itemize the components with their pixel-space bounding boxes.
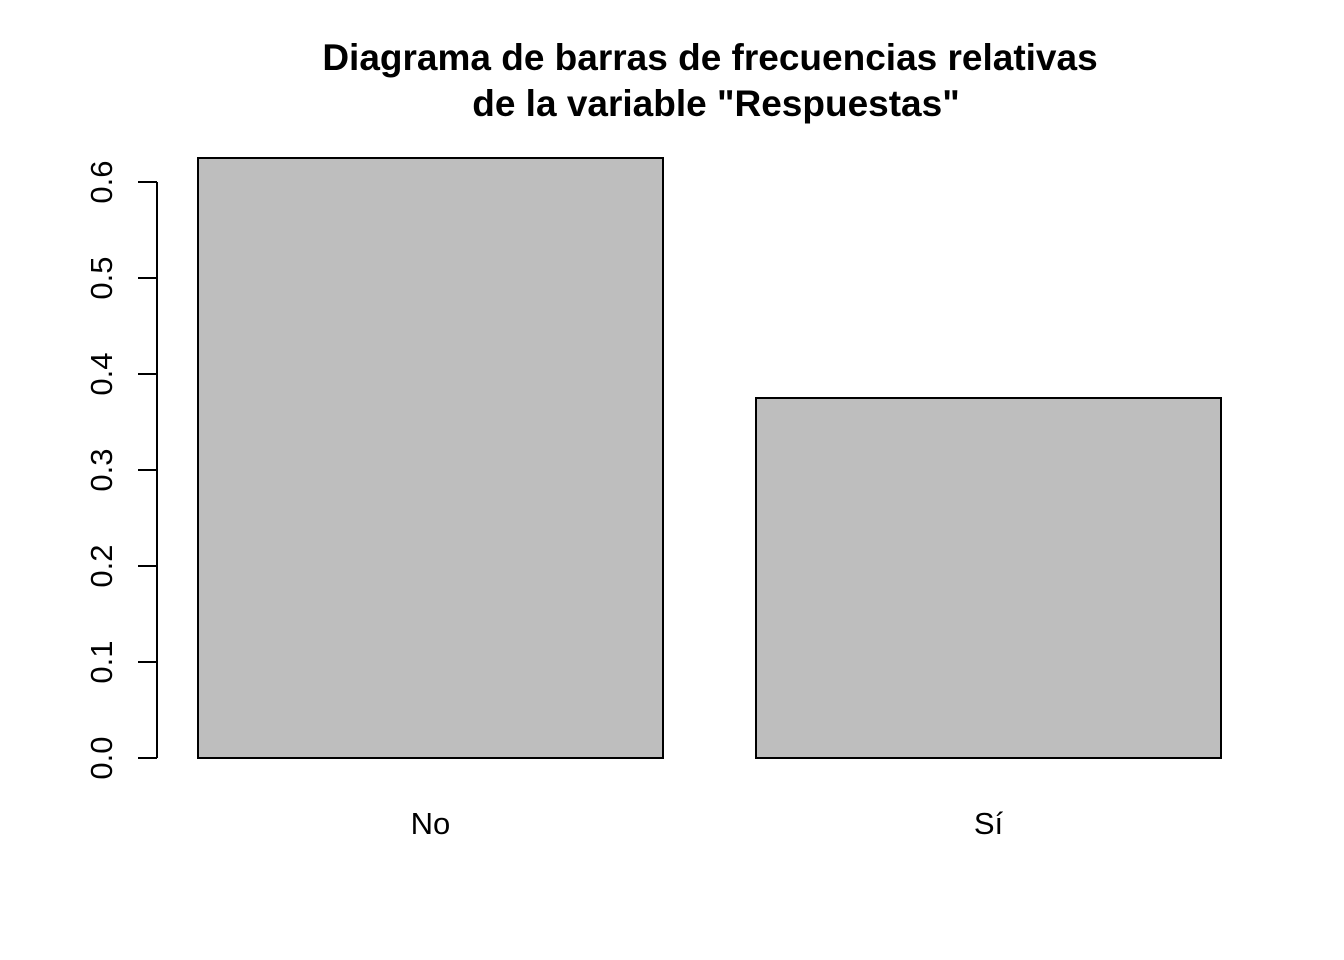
y-tick-label: 0.1	[84, 640, 119, 683]
bar-no	[197, 157, 664, 759]
category-label: Sí	[974, 806, 1004, 841]
y-tick-label: 0.4	[84, 352, 119, 395]
y-axis: 0.0 0.1 0.2 0.3 0.4 0.5 0.6	[84, 160, 158, 780]
bar-si	[755, 397, 1222, 759]
category-label: No	[411, 806, 451, 841]
chart-title-line-1: Diagrama de barras de frecuencias relati…	[322, 37, 1097, 78]
y-tick-label: 0.6	[84, 160, 119, 203]
chart-title-line-2: de la variable "Respuestas"	[472, 83, 960, 124]
category-labels: No Sí	[411, 806, 1004, 841]
bars-group	[197, 157, 1222, 759]
y-tick-label: 0.2	[84, 544, 119, 587]
y-tick-label: 0.0	[84, 736, 119, 779]
y-tick-label: 0.3	[84, 448, 119, 491]
y-tick-label: 0.5	[84, 256, 119, 299]
